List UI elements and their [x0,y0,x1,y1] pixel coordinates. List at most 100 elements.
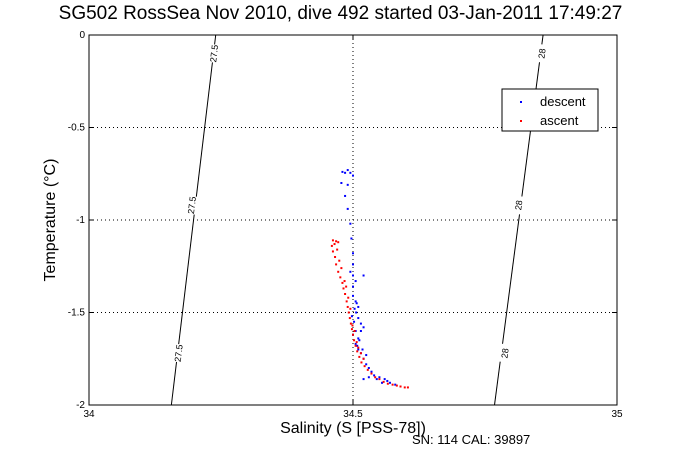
descent-point [346,207,349,210]
isopycnal-label-bg [208,43,221,64]
ascent-point [356,350,359,353]
isopycnal-label-bg [512,195,525,215]
descent-point [352,294,354,297]
ascent-point [336,248,339,251]
descent-point [359,322,362,325]
ascent-point [337,270,340,273]
descent-point [352,252,354,255]
descent-point [359,330,362,332]
isopycnal-label-bg [172,343,185,363]
descent-point [356,344,359,347]
ascent-point [347,296,350,299]
descent-point [357,348,360,351]
ascent-point [353,339,356,342]
ascent-point [337,241,340,244]
isopycnal-label: 27.5 [186,196,198,215]
ascent-point [378,378,381,381]
ascent-point [358,355,361,358]
ascent-point [343,280,346,283]
ascent-point [331,250,334,253]
ascent-point [338,259,341,262]
descent-point [349,270,352,273]
ascent-point [362,357,365,360]
descent-point [357,305,360,308]
descent-point [394,383,397,386]
descent-point [355,302,358,305]
ascent-point [353,330,356,332]
ascent-point [334,256,337,258]
descent-point [365,354,368,357]
y-axis-label: Temperature (°C) [42,159,59,282]
legend: descent ascent [501,88,599,132]
descent-point [340,182,343,184]
x-tick-label: 35 [611,409,623,420]
ascent-point [347,311,350,314]
ascent-point [395,384,398,387]
descent-point [362,326,365,329]
descent-point [354,300,357,303]
ascent-point [359,352,362,355]
isopycnal-label: 28 [499,348,510,359]
descent-point [357,317,360,320]
ascent-point [335,263,338,266]
ascent-point [351,324,354,327]
descent-point [361,348,364,351]
x-tick-label: 34.5 [343,409,363,420]
descent-point [357,337,360,340]
descent-point [378,376,381,379]
axis-ticks: 34 34.5 35 0 -0.5 -1 -1.5 -2 [68,30,623,420]
ascent-point [382,380,385,383]
descent-point [353,320,356,323]
ascent-point [335,240,338,243]
isopycnal-label: 27.5 [208,44,220,63]
descent-point [383,378,386,381]
ascent-point [357,346,360,349]
calibration-footer: SN: 114 CAL: 39897 [412,432,531,447]
y-tick-label: -2 [76,400,85,411]
ascent-point [341,281,344,284]
ascent-point [370,372,373,375]
x-axis-label: Salinity (S [PSS-78]) [280,420,426,437]
ascent-point [348,317,351,320]
ascent-point [340,267,343,270]
ascent-point [386,382,389,385]
ascent-point [360,361,363,364]
ascent-point [349,307,352,310]
descent-point [370,370,373,373]
descent-point [349,222,352,225]
legend-label-descent: descent [540,94,586,109]
isopycnal-label: 27.5 [173,344,185,363]
isopycnal-lines: 27.5 27.5 27.5 28 28 28 [170,34,549,406]
descent-point [362,378,365,381]
descent-point [373,374,376,377]
descent-point [386,379,389,382]
data-points [330,169,409,389]
ascent-point [349,322,352,325]
isopycnal-label-bg [535,43,549,64]
descent-point [375,378,378,381]
chart-title: SG502 RossSea Nov 2010, dive 492 started… [58,3,623,24]
descent-point [350,315,353,318]
y-tick-label: 0 [79,30,85,41]
ascent-point [330,244,333,247]
descent-point [352,285,354,288]
ascent-point [350,328,353,331]
descent-point [365,363,368,366]
y-tick-label: -1.5 [68,308,86,319]
legend-box [501,88,599,132]
ascent-point [399,385,402,388]
isopycnal-label-bg [498,343,512,363]
ascent-point [331,239,334,242]
descent-point [367,376,370,379]
descent-point [367,367,370,369]
ascent-point [344,293,347,295]
descent-point [362,274,365,277]
descent-point [354,342,357,345]
descent-point [353,307,356,310]
ascent-point [363,365,366,368]
isopycnal-label: 28 [536,48,547,59]
descent-point [381,381,384,384]
ascent-point [339,276,342,279]
